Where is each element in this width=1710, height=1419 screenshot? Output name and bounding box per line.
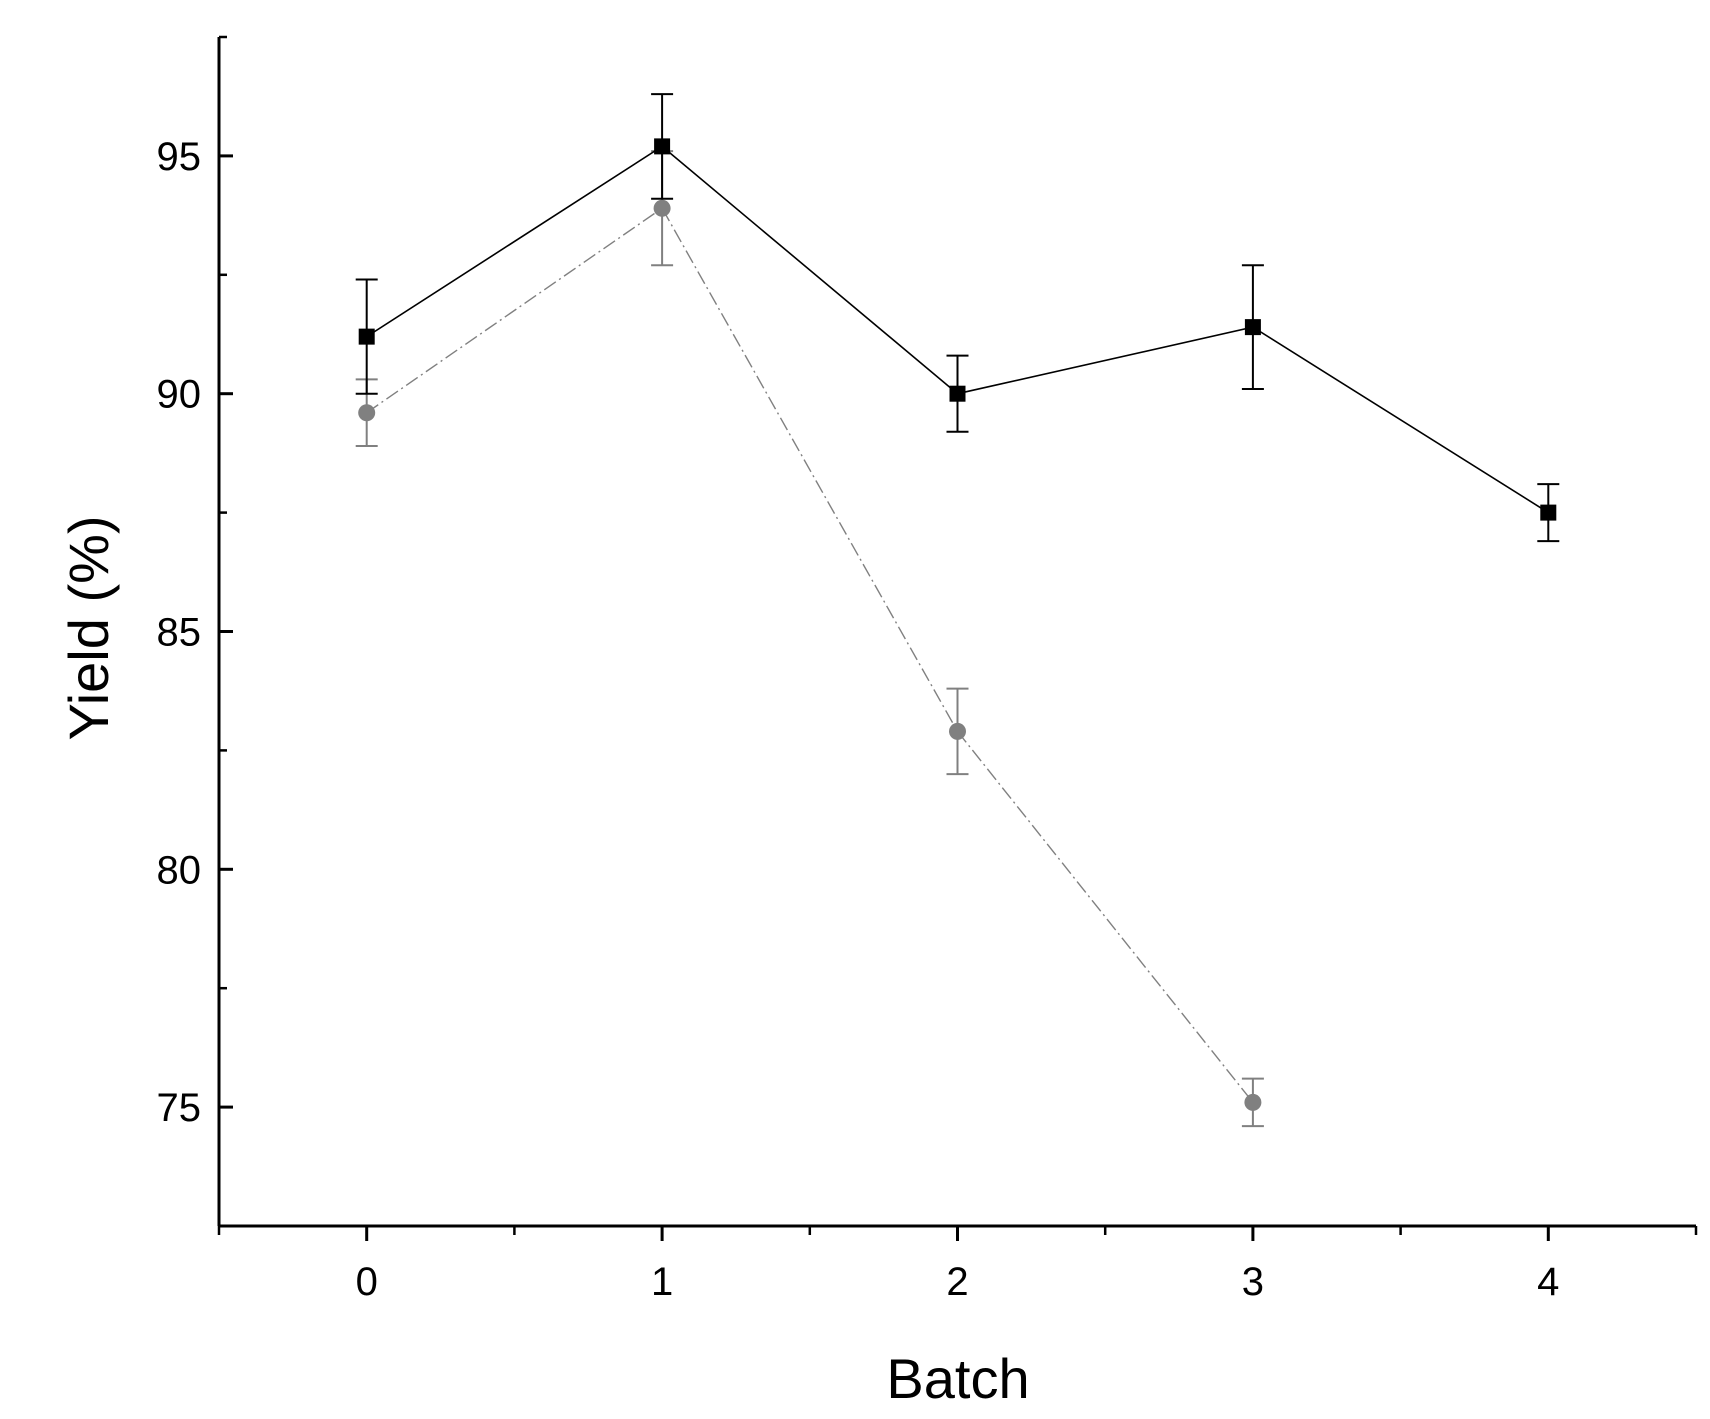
y-tick-label: 90	[157, 373, 202, 417]
data-point-circle	[358, 404, 376, 422]
data-point-circle	[653, 199, 671, 217]
y-tick-label: 80	[157, 848, 202, 892]
data-point-circle	[1244, 1093, 1262, 1111]
x-tick-label: 4	[1537, 1260, 1559, 1304]
data-point-square	[1244, 319, 1261, 336]
x-tick-label: 2	[946, 1260, 968, 1304]
y-axis-title: Yield (%)	[57, 515, 120, 740]
x-tick-label: 1	[651, 1260, 673, 1304]
series-layer	[355, 93, 1560, 1128]
y-tick-label: 75	[157, 1086, 202, 1130]
data-point-square	[949, 385, 966, 402]
x-tick-label: 0	[356, 1260, 378, 1304]
data-point-square	[358, 328, 375, 345]
data-point-circle	[949, 722, 966, 740]
data-point-square	[1540, 504, 1557, 521]
y-tick-label: 85	[157, 611, 202, 655]
series-group	[355, 150, 1264, 1128]
x-axis-title: Batch	[886, 1347, 1029, 1410]
series-group	[355, 93, 1560, 543]
series-line	[366, 207, 1254, 1103]
y-tick-label: 95	[157, 135, 202, 179]
series-line	[366, 145, 1549, 514]
x-tick-label: 3	[1242, 1260, 1264, 1304]
axes: 75 80 85 90 95 0 1 2 3 4	[157, 35, 1698, 1304]
data-point-square	[654, 138, 671, 155]
